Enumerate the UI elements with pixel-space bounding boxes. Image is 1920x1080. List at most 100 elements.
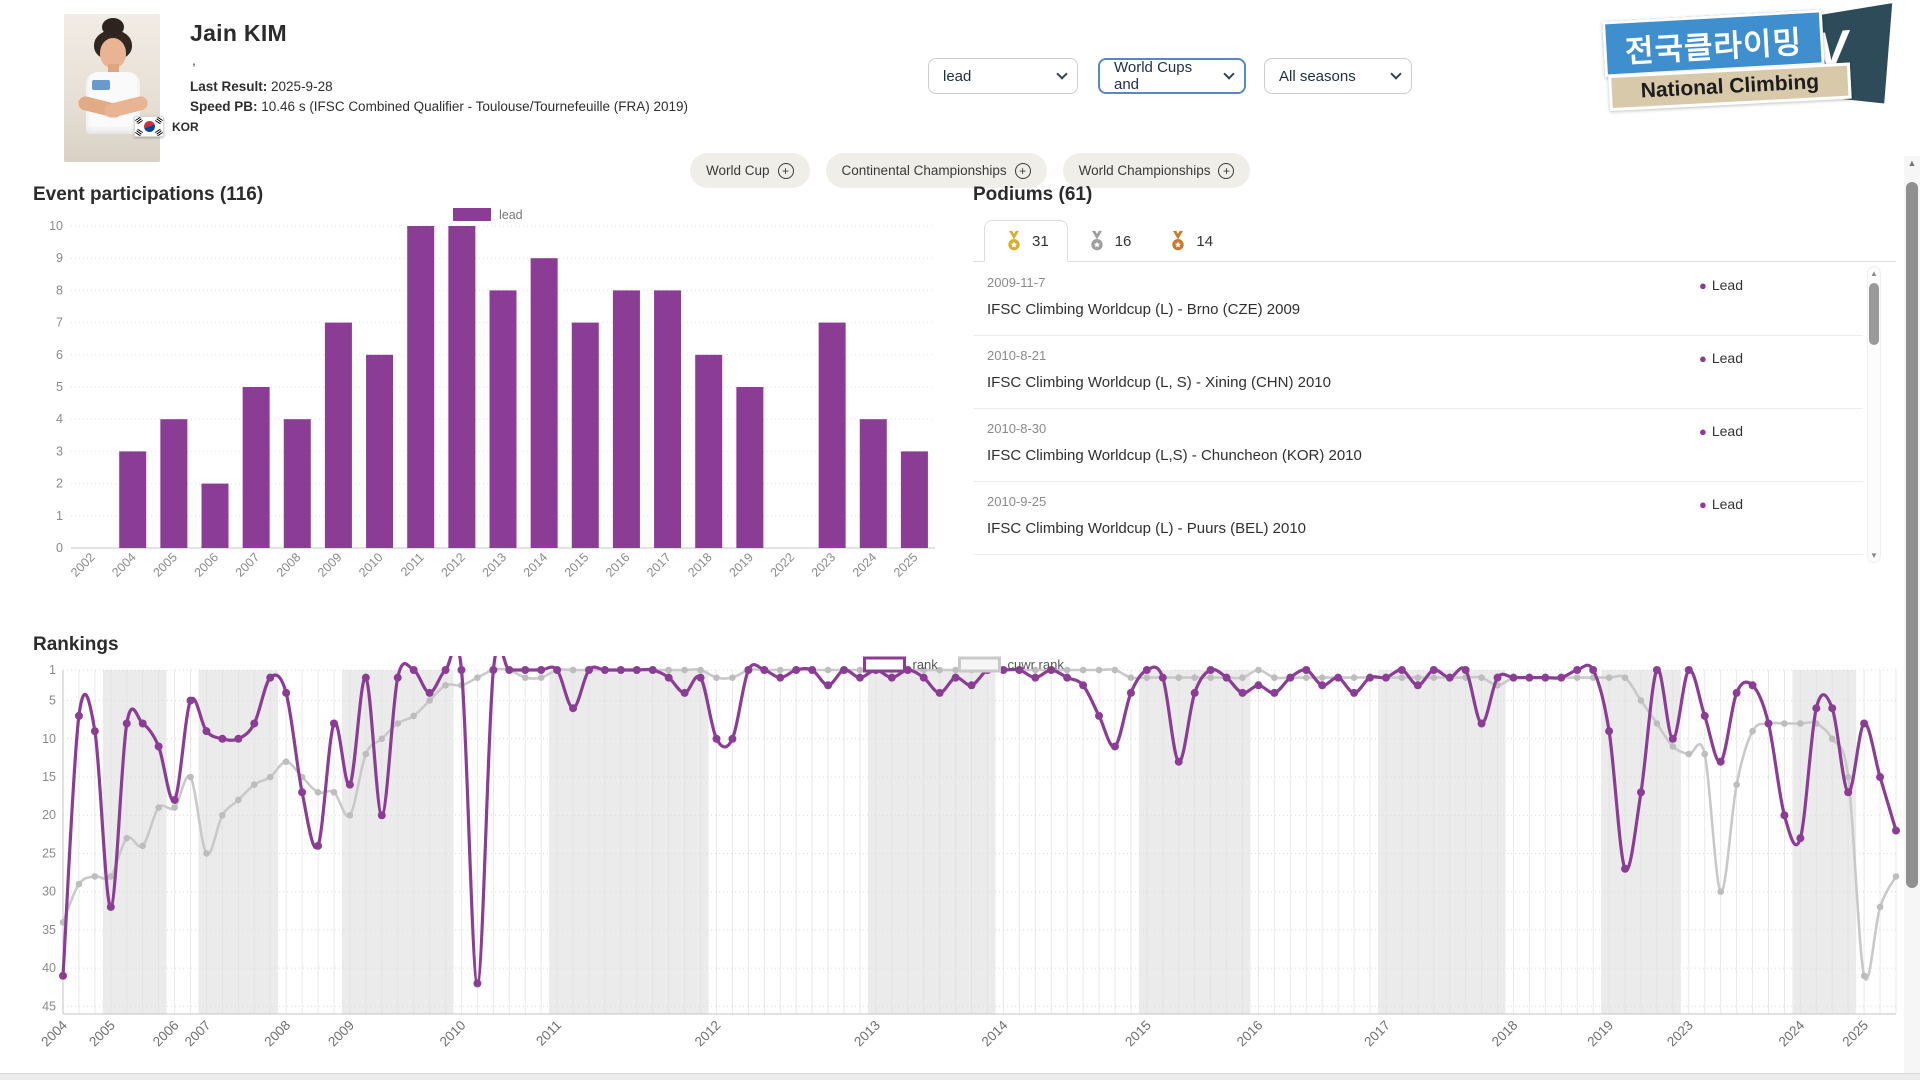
page-scrollbar[interactable]: ▲ <box>1904 156 1920 1080</box>
svg-text:2007: 2007 <box>182 1018 214 1050</box>
svg-text:2025: 2025 <box>1839 1018 1871 1050</box>
gold-count: 31 <box>1032 232 1049 250</box>
svg-text:2009: 2009 <box>315 550 345 580</box>
chevron-down-icon <box>1390 68 1402 80</box>
svg-text:2019: 2019 <box>726 550 756 580</box>
photo-face <box>100 38 126 68</box>
photo-shirt-logo <box>92 80 110 90</box>
svg-text:2013: 2013 <box>851 1018 883 1050</box>
svg-text:2017: 2017 <box>1361 1018 1393 1050</box>
tab-silver-medals[interactable]: 16 <box>1068 220 1150 262</box>
silver-medal-icon <box>1091 230 1103 251</box>
scroll-up-icon[interactable]: ▲ <box>1907 158 1917 168</box>
event-type-select[interactable]: World Cups and <box>1098 58 1246 94</box>
scroll-down-icon[interactable]: ▼ <box>1870 551 1878 560</box>
svg-text:2024: 2024 <box>1776 1017 1808 1049</box>
world-cup-button[interactable]: World Cup + <box>690 153 810 188</box>
podium-event-name: IFSC Climbing Worldcup (L, S) - Xining (… <box>987 374 1331 391</box>
season-select[interactable]: All seasons <box>1264 58 1412 94</box>
svg-text:2022: 2022 <box>768 550 798 580</box>
gold-medal-icon <box>1008 230 1020 251</box>
svg-text:2004: 2004 <box>109 550 139 580</box>
continental-championships-button[interactable]: Continental Championships + <box>825 153 1047 188</box>
svg-text:6: 6 <box>56 348 63 362</box>
taegeuk-icon <box>144 121 155 132</box>
svg-text:2019: 2019 <box>1584 1018 1616 1050</box>
svg-text:2012: 2012 <box>692 1018 724 1050</box>
podium-row[interactable]: 2009-11-7 IFSC Climbing Worldcup (L) - B… <box>973 263 1863 336</box>
world-championships-button[interactable]: World Championships + <box>1062 153 1251 188</box>
bronze-medal-icon <box>1172 230 1185 251</box>
svg-text:2016: 2016 <box>1234 1018 1266 1050</box>
podium-date: 2010-9-25 <box>987 494 1047 509</box>
channel-logo: TV 전국클라이밍 National Climbing <box>1601 1 1906 121</box>
tab-bronze-medals[interactable]: 14 <box>1149 220 1231 262</box>
svg-text:10: 10 <box>49 219 63 233</box>
plus-circle-icon: + <box>777 162 794 179</box>
rankings-title: Rankings <box>33 634 119 655</box>
svg-text:2023: 2023 <box>1664 1018 1696 1050</box>
svg-text:2: 2 <box>56 477 63 491</box>
svg-text:2018: 2018 <box>1489 1018 1521 1050</box>
podium-list-scrollbar-thumb[interactable] <box>1869 283 1879 345</box>
podium-row[interactable]: 2010-9-25 IFSC Climbing Worldcup (L) - P… <box>973 482 1863 555</box>
podium-row[interactable]: 2010-8-30 IFSC Climbing Worldcup (L,S) -… <box>973 409 1863 482</box>
svg-text:2005: 2005 <box>150 550 180 580</box>
chevron-down-icon <box>1223 68 1235 80</box>
podium-event-name: IFSC Climbing Worldcup (L) - Brno (CZE) … <box>987 301 1301 318</box>
svg-text:2005: 2005 <box>86 1018 118 1050</box>
discipline-select-value: lead <box>943 67 972 85</box>
svg-text:2014: 2014 <box>979 1017 1011 1049</box>
svg-text:2008: 2008 <box>274 550 304 580</box>
svg-text:2009: 2009 <box>325 1018 357 1050</box>
svg-text:2010: 2010 <box>356 550 386 580</box>
svg-text:15: 15 <box>42 770 56 784</box>
discipline-badge: ● Lead <box>1698 496 1743 512</box>
chevron-down-icon <box>1056 68 1068 80</box>
photo-hair-bun <box>102 18 124 36</box>
season-select-value: All seasons <box>1279 67 1356 85</box>
svg-text:20: 20 <box>42 808 56 822</box>
page-scrollbar-thumb[interactable] <box>1906 182 1918 888</box>
speed-pb-value: 10.46 s (IFSC Combined Qualifier - Toulo… <box>261 99 688 114</box>
svg-text:2007: 2007 <box>233 550 263 580</box>
korea-flag-icon <box>134 116 164 137</box>
plus-circle-icon: + <box>1218 162 1235 179</box>
svg-text:2015: 2015 <box>1122 1018 1154 1050</box>
footer-strip <box>0 1073 1920 1080</box>
svg-text:2023: 2023 <box>809 550 839 580</box>
svg-text:rank: rank <box>913 657 939 672</box>
svg-text:2013: 2013 <box>480 550 510 580</box>
svg-text:2015: 2015 <box>562 550 592 580</box>
svg-text:2011: 2011 <box>398 550 427 579</box>
podium-event-name: IFSC Climbing Worldcup (L) - Puurs (BEL)… <box>987 520 1306 537</box>
svg-text:2002: 2002 <box>68 550 98 580</box>
svg-text:0: 0 <box>56 541 63 555</box>
continental-championships-button-label: Continental Championships <box>841 163 1007 178</box>
svg-text:2006: 2006 <box>192 550 222 580</box>
svg-text:5: 5 <box>56 380 63 394</box>
svg-text:2011: 2011 <box>533 1018 564 1049</box>
country-code: KOR <box>172 120 199 134</box>
podium-event-name: IFSC Climbing Worldcup (L,S) - Chuncheon… <box>987 447 1362 464</box>
discipline-select[interactable]: lead <box>928 58 1078 94</box>
world-championships-button-label: World Championships <box>1078 163 1211 178</box>
last-result-label: Last Result: <box>190 79 268 94</box>
dot-icon: ● <box>1698 278 1707 293</box>
podium-list: 2009-11-7 IFSC Climbing Worldcup (L) - B… <box>973 263 1863 565</box>
svg-text:2018: 2018 <box>685 550 715 580</box>
participation-chart: 0 1 2 3 4 5 6 7 8 9 10 2002 2004 2005 2006 2007 2008 2009… <box>49 208 935 580</box>
svg-text:7: 7 <box>56 316 63 330</box>
svg-text:2004: 2004 <box>38 1017 70 1049</box>
scroll-up-icon[interactable]: ▲ <box>1870 269 1878 278</box>
athlete-photo <box>64 14 160 162</box>
podium-row[interactable]: 2010-8-21 IFSC Climbing Worldcup (L, S) … <box>973 336 1863 409</box>
svg-text:25: 25 <box>42 846 56 860</box>
tab-gold-medals[interactable]: 31 <box>984 220 1068 262</box>
last-result-line: Last Result: 2025-9-28 <box>190 79 333 94</box>
speed-pb-line: Speed PB: 10.46 s (IFSC Combined Qualifi… <box>190 98 720 116</box>
athlete-name: Jain KIM <box>190 20 287 46</box>
podium-list-scrollbar[interactable]: ▲ ▼ <box>1867 266 1881 563</box>
svg-text:2025: 2025 <box>891 550 921 580</box>
